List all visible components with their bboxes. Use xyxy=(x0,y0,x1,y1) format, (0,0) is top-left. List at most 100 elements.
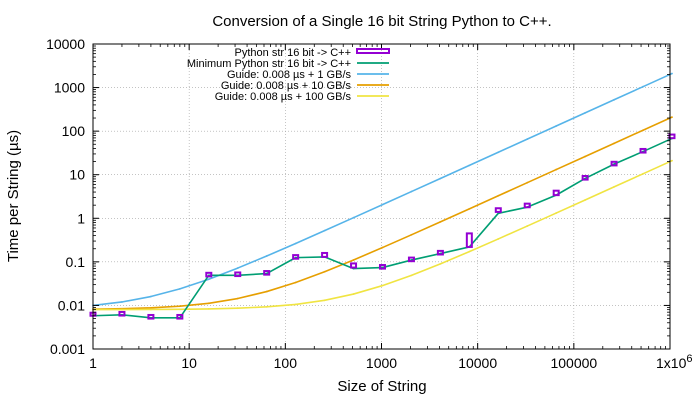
legend: Python str 16 bit -> C++Minimum Python s… xyxy=(187,47,390,103)
data-point xyxy=(178,308,181,311)
data-point xyxy=(236,297,239,300)
data-point xyxy=(236,307,239,310)
data-box xyxy=(321,251,329,258)
x-tick-label: 100000 xyxy=(550,355,597,371)
data-box xyxy=(176,313,184,320)
data-box xyxy=(610,160,618,167)
data-box xyxy=(465,232,473,248)
data-point xyxy=(381,284,384,287)
x-tick-label: 1 xyxy=(89,355,97,371)
data-point xyxy=(207,278,210,281)
y-tick-label: 10000 xyxy=(46,36,85,52)
data-point xyxy=(265,290,268,293)
data-point xyxy=(555,212,558,214)
data-point xyxy=(294,281,297,284)
axes: 0.001 0.01 0.1 1 10 100 1000 10000 1 10 100 1000 100… xyxy=(46,36,692,371)
data-point xyxy=(410,274,413,277)
data-point xyxy=(381,246,384,249)
data-point xyxy=(468,250,471,253)
data-box xyxy=(494,207,502,213)
data-box xyxy=(407,256,415,263)
y-tick-label: 1 xyxy=(77,210,85,226)
data-point xyxy=(526,138,529,141)
data-point xyxy=(178,305,181,308)
data-point xyxy=(439,177,442,180)
data-point xyxy=(584,199,587,201)
data-box xyxy=(581,175,589,181)
data-point xyxy=(671,116,673,119)
data-point xyxy=(207,302,210,305)
data-point xyxy=(352,293,355,295)
data-point xyxy=(468,164,471,167)
legend-label: Minimum Python str 16 bit -> C++ xyxy=(187,58,351,70)
data-box xyxy=(378,264,386,270)
x-tick-label: 100 xyxy=(274,355,298,371)
y-tick-label: 100 xyxy=(62,123,86,139)
data-point xyxy=(323,229,326,232)
data-point xyxy=(642,172,644,175)
data-box xyxy=(523,202,531,209)
data-point xyxy=(526,181,529,184)
legend-label: Guide: 0.008 µs + 1 GB/s xyxy=(227,69,352,81)
data-point xyxy=(265,255,268,257)
data-point xyxy=(323,270,326,273)
legend-swatch xyxy=(356,48,390,54)
data-point xyxy=(584,112,587,114)
x-tick-label: 1000 xyxy=(366,355,397,371)
legend-label: Python str 16 bit -> C++ xyxy=(235,47,351,59)
data-point xyxy=(526,225,529,227)
data-box xyxy=(436,249,444,256)
series-layer xyxy=(89,72,676,320)
data-box xyxy=(668,133,676,140)
y-tick-label: 1000 xyxy=(54,80,85,96)
y-axis-label: Time per String (µs) xyxy=(5,130,22,262)
data-point xyxy=(439,262,442,265)
x-axis-label: Size of String xyxy=(337,378,426,395)
data-box xyxy=(552,189,560,197)
data-point xyxy=(642,85,644,88)
data-box xyxy=(147,313,155,320)
data-point xyxy=(265,305,268,308)
data-box xyxy=(205,271,213,278)
data-point xyxy=(410,190,413,193)
data-box xyxy=(350,262,358,269)
data-point xyxy=(497,238,500,240)
data-point xyxy=(671,72,673,75)
data-box xyxy=(639,147,647,154)
y-tick-label: 10 xyxy=(69,167,85,183)
data-point xyxy=(149,306,152,309)
y-tick-label: 0.001 xyxy=(50,341,85,357)
data-point xyxy=(294,242,297,245)
x-tick-label: 1x106 xyxy=(656,353,692,371)
data-point xyxy=(294,303,297,306)
data-point xyxy=(642,129,644,132)
data-point xyxy=(178,287,181,290)
data-point xyxy=(555,168,558,171)
data-point xyxy=(439,220,442,223)
x-tick-label: 10000 xyxy=(458,355,497,371)
data-point xyxy=(497,194,500,197)
data-point xyxy=(555,125,558,127)
data-point xyxy=(149,295,152,298)
data-point xyxy=(468,207,471,210)
data-point xyxy=(352,216,355,219)
data-point xyxy=(671,159,673,162)
legend-label: Guide: 0.008 µs + 100 GB/s xyxy=(215,91,352,103)
data-point xyxy=(323,299,326,302)
data-point xyxy=(121,301,123,303)
data-point xyxy=(149,308,152,311)
data-point xyxy=(584,155,587,158)
series-1 xyxy=(89,133,676,320)
data-box xyxy=(234,271,242,278)
x-tick-label: 10 xyxy=(181,355,197,371)
data-point xyxy=(410,233,413,236)
data-box xyxy=(263,270,271,276)
data-point xyxy=(121,308,123,311)
data-box xyxy=(118,310,126,317)
data-point xyxy=(613,186,615,188)
data-point xyxy=(352,259,355,261)
y-tick-label: 0.01 xyxy=(58,297,85,313)
data-point xyxy=(207,308,210,310)
